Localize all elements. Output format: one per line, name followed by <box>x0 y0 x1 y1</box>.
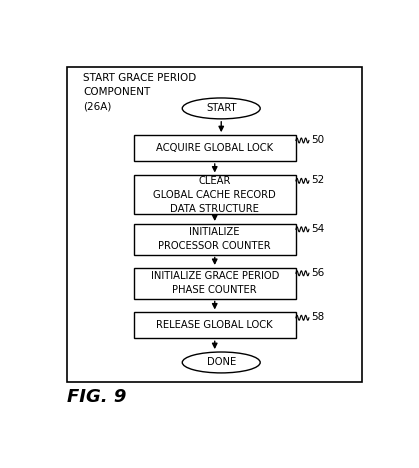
FancyBboxPatch shape <box>134 224 296 255</box>
Text: CLEAR
GLOBAL CACHE RECORD
DATA STRUCTURE: CLEAR GLOBAL CACHE RECORD DATA STRUCTURE <box>153 176 276 214</box>
Ellipse shape <box>182 98 260 119</box>
FancyBboxPatch shape <box>134 268 296 299</box>
Text: RELEASE GLOBAL LOCK: RELEASE GLOBAL LOCK <box>156 321 273 330</box>
Text: 52: 52 <box>311 175 325 185</box>
Text: START GRACE PERIOD
COMPONENT
(26A): START GRACE PERIOD COMPONENT (26A) <box>83 73 197 111</box>
Text: START: START <box>206 103 236 113</box>
Text: 50: 50 <box>311 135 325 145</box>
Text: FIG. 9: FIG. 9 <box>67 388 127 406</box>
Text: 54: 54 <box>311 224 325 234</box>
FancyBboxPatch shape <box>134 312 296 338</box>
Text: 58: 58 <box>311 312 325 322</box>
Text: DONE: DONE <box>207 358 236 367</box>
FancyBboxPatch shape <box>67 67 362 382</box>
Text: 56: 56 <box>311 268 325 278</box>
FancyBboxPatch shape <box>134 176 296 214</box>
Text: INITIALIZE GRACE PERIOD
PHASE COUNTER: INITIALIZE GRACE PERIOD PHASE COUNTER <box>150 271 279 295</box>
Text: ACQUIRE GLOBAL LOCK: ACQUIRE GLOBAL LOCK <box>156 143 273 153</box>
FancyBboxPatch shape <box>134 135 296 161</box>
Ellipse shape <box>182 352 260 373</box>
Text: INITIALIZE
PROCESSOR COUNTER: INITIALIZE PROCESSOR COUNTER <box>158 227 271 251</box>
